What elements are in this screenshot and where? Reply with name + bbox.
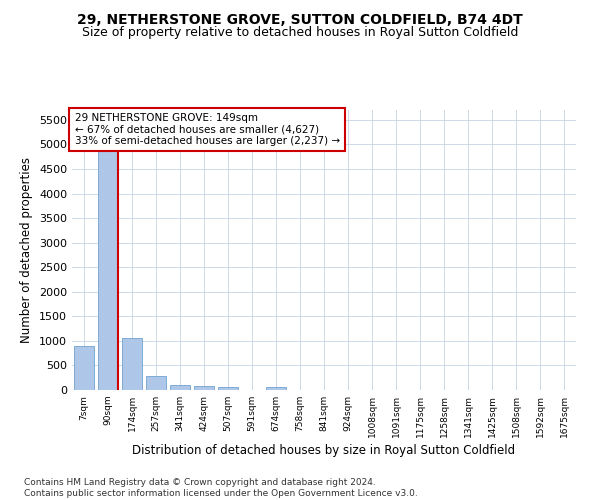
Bar — [194, 386, 214, 390]
Bar — [74, 346, 94, 390]
Bar — [170, 386, 190, 390]
Bar — [146, 376, 166, 390]
Text: Size of property relative to detached houses in Royal Sutton Coldfield: Size of property relative to detached ho… — [82, 26, 518, 39]
Bar — [266, 388, 286, 390]
Bar — [218, 387, 238, 390]
Bar — [122, 338, 142, 390]
Text: 29, NETHERSTONE GROVE, SUTTON COLDFIELD, B74 4DT: 29, NETHERSTONE GROVE, SUTTON COLDFIELD,… — [77, 12, 523, 26]
Bar — [98, 120, 118, 390]
Text: 29 NETHERSTONE GROVE: 149sqm
← 67% of detached houses are smaller (4,627)
33% of: 29 NETHERSTONE GROVE: 149sqm ← 67% of de… — [74, 113, 340, 146]
X-axis label: Distribution of detached houses by size in Royal Sutton Coldfield: Distribution of detached houses by size … — [133, 444, 515, 457]
Text: Contains HM Land Registry data © Crown copyright and database right 2024.
Contai: Contains HM Land Registry data © Crown c… — [24, 478, 418, 498]
Y-axis label: Number of detached properties: Number of detached properties — [20, 157, 34, 343]
